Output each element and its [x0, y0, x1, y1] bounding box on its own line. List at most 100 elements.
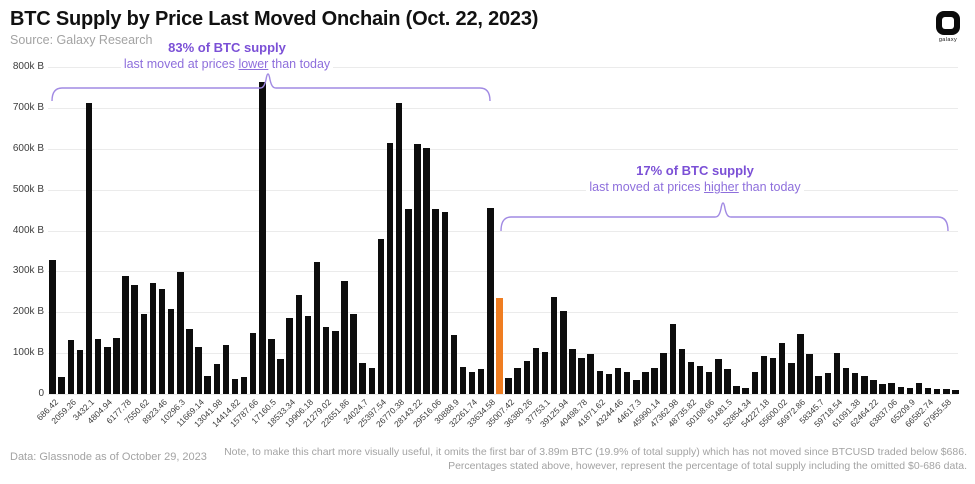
bar [833, 353, 841, 394]
gridline [48, 394, 958, 395]
bar [122, 276, 129, 394]
bar [669, 324, 676, 394]
footer-note-line1: Note, to make this chart more visually u… [224, 446, 967, 458]
bar [104, 347, 111, 394]
bar [423, 148, 430, 394]
bar [131, 285, 138, 394]
bar [596, 371, 603, 394]
gridline [48, 353, 958, 355]
annotation-lower-headline: 83% of BTC supply [57, 40, 397, 56]
footer-data-source: Data: Glassnode as of October 29, 2023 [10, 451, 207, 463]
annotation-lower: 83% of BTC supply last moved at prices l… [57, 40, 397, 72]
bar [550, 297, 558, 394]
bar [377, 239, 385, 394]
bar [322, 327, 330, 394]
bar [158, 289, 166, 394]
bar [523, 361, 530, 394]
bar [623, 372, 631, 394]
bar [897, 387, 904, 394]
bar [541, 352, 549, 394]
bar [222, 345, 230, 394]
bar [532, 348, 540, 394]
bar [477, 369, 485, 394]
bar [806, 354, 813, 394]
annotation-higher: 17% of BTC supply last moved at prices h… [525, 163, 865, 195]
y-axis-tick-label: 400k B [12, 224, 44, 236]
annotation-higher-subline: last moved at prices higher than today [525, 179, 865, 195]
bar [915, 383, 923, 394]
annotation-lower-subline: last moved at prices lower than today [57, 56, 397, 72]
bar [933, 389, 941, 394]
bar [368, 368, 375, 394]
annotation-higher-headline: 17% of BTC supply [525, 163, 865, 179]
gridline [48, 312, 958, 314]
galaxy-logo-inner-square [942, 17, 954, 29]
bar [578, 358, 585, 394]
y-axis-tick-label: 600k B [12, 142, 44, 154]
bar [85, 103, 93, 394]
bar [268, 339, 275, 394]
gridline [48, 271, 958, 273]
bar [587, 354, 594, 394]
bar [468, 372, 476, 394]
bar [769, 358, 777, 394]
bar [395, 103, 403, 394]
bar [49, 260, 56, 394]
bar [405, 209, 412, 394]
footer-note-line2: Percentages stated above, however, repre… [448, 460, 967, 472]
bar [240, 377, 248, 394]
bar [642, 372, 649, 394]
bar [678, 349, 686, 394]
bar [788, 363, 795, 394]
bar [304, 316, 312, 394]
bar [350, 314, 357, 394]
bar [824, 373, 831, 394]
bar [441, 212, 448, 394]
bar [167, 309, 175, 394]
galaxy-logo-label: galaxy [938, 37, 958, 43]
bar [414, 144, 421, 394]
bar [231, 379, 239, 394]
bar [687, 362, 695, 394]
bar [94, 339, 102, 394]
bar [177, 272, 184, 394]
bar [851, 373, 859, 394]
bar [952, 390, 959, 394]
bar [58, 377, 65, 394]
y-axis-tick-label: 300k B [12, 265, 44, 277]
bar [113, 338, 120, 394]
bar [569, 349, 576, 394]
bar [195, 347, 202, 394]
bar [295, 295, 302, 394]
bar [715, 359, 722, 394]
bar [797, 334, 804, 394]
y-axis-tick-label: 100k B [12, 347, 44, 359]
page-title: BTC Supply by Price Last Moved Onchain (… [10, 8, 539, 30]
bar [888, 383, 895, 394]
bar [560, 311, 567, 394]
bar [313, 262, 321, 394]
bar [76, 350, 84, 394]
bar [861, 376, 868, 394]
highlighted-bar [496, 298, 503, 394]
bar [906, 388, 914, 394]
bar [943, 389, 950, 394]
bar [259, 82, 266, 394]
bar [277, 359, 284, 394]
bar [705, 372, 713, 394]
galaxy-logo-icon [936, 11, 960, 35]
bar [432, 209, 439, 394]
bar [450, 335, 458, 394]
gridline [48, 230, 958, 232]
y-axis-tick-label: 200k B [12, 306, 44, 318]
footer-note: Note, to make this chart more visually u… [224, 445, 967, 473]
bar [842, 368, 850, 394]
bar [870, 380, 877, 394]
gridline [48, 189, 958, 191]
bar [760, 356, 768, 394]
y-axis-tick-label: 700k B [12, 101, 44, 113]
bar [724, 369, 731, 394]
bar [751, 372, 758, 394]
